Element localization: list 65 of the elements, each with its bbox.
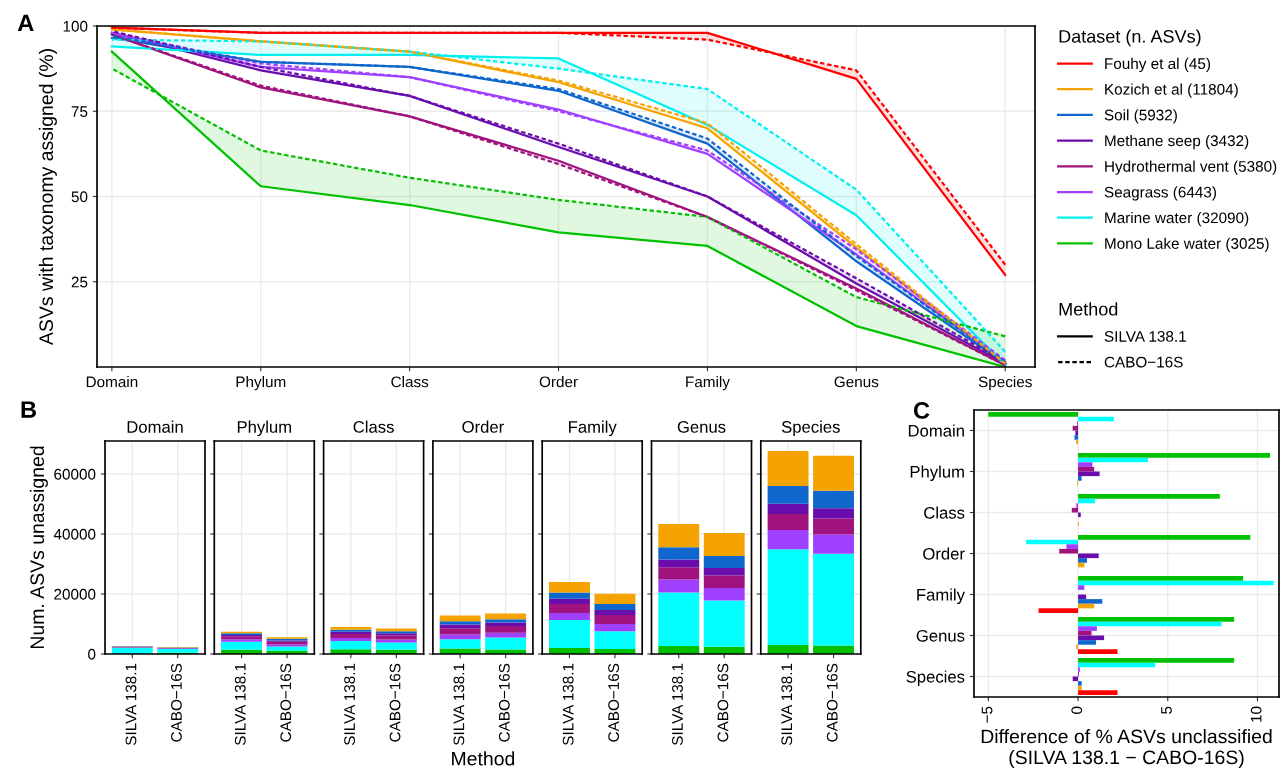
x-tick-label: CABO−16S: [717, 663, 729, 742]
x-tick-label: SILVA 138.1: [453, 663, 465, 746]
y-axis-title: Num. ASVs unassigned: [29, 446, 48, 649]
text: Method: [1059, 302, 1118, 316]
y-tick-label: 0: [88, 648, 96, 660]
text: CABO−16S: [1104, 356, 1183, 368]
y-tick-label: Order: [923, 547, 965, 560]
x-tick-label: SILVA 138.1: [125, 663, 137, 746]
x-tick-label: SILVA 138.1: [781, 663, 793, 746]
legend-label: Kozich et al (11804): [1105, 83, 1238, 98]
x-tick-label: Order: [539, 376, 578, 388]
x-tick-label: SILVA 138.1: [672, 663, 683, 746]
chart-title: Class: [353, 420, 394, 433]
y-tick-label: 75: [71, 106, 88, 117]
x-tick-label: Family: [686, 376, 730, 391]
x-tick-label: 5: [1161, 706, 1172, 714]
legend-label: Seagrass (6443): [1104, 186, 1216, 201]
y-tick-label: Class: [924, 506, 965, 519]
chart-title: Order: [462, 420, 504, 433]
y-axis-title: ASVs with taxonomy assigned (%): [38, 49, 57, 346]
x-axis-title: Method: [452, 751, 515, 766]
x-tick-label: CABO−16S: [826, 663, 838, 742]
chart-title: A: [17, 14, 34, 32]
x-tick-label: Class: [391, 376, 429, 388]
legend-label: Fouhy et al (45): [1105, 57, 1211, 73]
y-tick-label: Domain: [908, 424, 964, 437]
legend-label: Hydrothermal vent (5380): [1105, 160, 1277, 175]
x-tick-label: Species: [978, 376, 1032, 391]
y-tick-label: Family: [917, 588, 965, 604]
text: SILVA 138.1: [1104, 331, 1186, 342]
y-tick-label: Genus: [916, 629, 965, 642]
legend-label: Methane seep (3432): [1105, 134, 1249, 150]
chart-title: Family: [569, 420, 617, 437]
x-tick-label: CABO−16S: [280, 663, 292, 742]
x-tick-label: CABO−16S: [389, 663, 401, 742]
x-tick-label: Genus: [834, 376, 879, 388]
x-tick-label: SILVA 138.1: [344, 663, 355, 746]
y-tick-label: 100: [63, 20, 88, 32]
text: B: [21, 401, 36, 418]
x-tick-label: SILVA 138.1: [562, 663, 574, 746]
chart-title: C: [913, 402, 930, 419]
x-tick-label: −5: [981, 706, 993, 723]
legend-label: Soil (5932): [1104, 109, 1177, 124]
y-tick-label: 20000: [54, 588, 96, 600]
legend-label: Mono Lake water (3025): [1105, 237, 1269, 252]
x-tick-label: Domain: [86, 376, 138, 388]
legend-title: Dataset (n. ASVs): [1059, 29, 1201, 47]
y-tick-label: Phylum: [910, 465, 964, 481]
x-tick-label: CABO−16S: [608, 663, 620, 742]
y-tick-label: 50: [71, 191, 88, 203]
x-axis-title: Difference of % ASVs unclassified (SILVA 138.1 − CABO-16S): [981, 729, 1272, 769]
y-tick-label: 40000: [53, 528, 96, 540]
y-tick-label: 60000: [54, 468, 96, 480]
chart-title: Species: [781, 420, 840, 437]
x-tick-label: SILVA 138.1: [234, 663, 246, 746]
chart-title: Genus: [677, 421, 726, 433]
x-tick-label: 0: [1071, 706, 1083, 714]
x-tick-label: CABO−16S: [171, 663, 182, 742]
y-tick-label: 25: [71, 276, 88, 288]
legend-label: Marine water (32090): [1105, 212, 1249, 227]
x-tick-label: Phylum: [236, 376, 286, 391]
x-tick-label: 10: [1250, 706, 1262, 722]
x-tick-label: CABO−16S: [498, 663, 510, 742]
chart-title: Phylum: [237, 420, 291, 437]
chart-title: Domain: [127, 420, 183, 433]
